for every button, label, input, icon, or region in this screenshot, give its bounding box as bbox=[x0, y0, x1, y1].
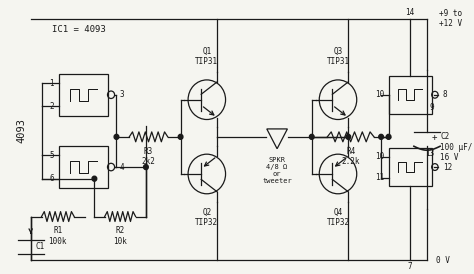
Text: R3
2k2: R3 2k2 bbox=[142, 147, 155, 166]
Circle shape bbox=[114, 134, 119, 139]
Text: 14: 14 bbox=[406, 8, 415, 16]
Circle shape bbox=[92, 176, 97, 181]
Text: C1: C1 bbox=[36, 242, 45, 251]
Text: 6: 6 bbox=[49, 174, 54, 183]
Circle shape bbox=[178, 134, 183, 139]
Text: 10: 10 bbox=[374, 90, 384, 99]
Circle shape bbox=[310, 134, 314, 139]
Text: 13: 13 bbox=[425, 149, 434, 158]
Text: C2
100 μF/
16 V: C2 100 μF/ 16 V bbox=[440, 132, 473, 162]
Text: R2
10k: R2 10k bbox=[113, 226, 127, 246]
Text: IC1 = 4093: IC1 = 4093 bbox=[52, 25, 106, 35]
Text: 0 V: 0 V bbox=[437, 256, 450, 265]
Text: Q2
TIP32: Q2 TIP32 bbox=[195, 208, 219, 227]
Text: R4
2.2k: R4 2.2k bbox=[341, 147, 360, 166]
Circle shape bbox=[346, 134, 351, 139]
Text: 11: 11 bbox=[374, 173, 384, 182]
Circle shape bbox=[386, 134, 391, 139]
Text: 10: 10 bbox=[374, 152, 384, 161]
Text: 4: 4 bbox=[119, 162, 124, 172]
Text: Q3
TIP31: Q3 TIP31 bbox=[327, 47, 349, 66]
Circle shape bbox=[379, 134, 383, 139]
Text: 2: 2 bbox=[49, 102, 54, 111]
Text: 4093: 4093 bbox=[16, 118, 27, 143]
Text: 3: 3 bbox=[119, 90, 124, 99]
Text: 9: 9 bbox=[430, 103, 434, 112]
Text: 1: 1 bbox=[49, 79, 54, 88]
Circle shape bbox=[144, 165, 148, 170]
Text: Q4
TIP32: Q4 TIP32 bbox=[327, 208, 349, 227]
Text: R1
100k: R1 100k bbox=[49, 226, 67, 246]
Text: 7: 7 bbox=[408, 262, 412, 271]
Text: 12: 12 bbox=[443, 162, 452, 172]
Text: +: + bbox=[432, 133, 442, 142]
Text: 8: 8 bbox=[443, 90, 447, 99]
Text: 5: 5 bbox=[49, 151, 54, 160]
Text: +9 to
+12 V: +9 to +12 V bbox=[439, 9, 462, 28]
Text: SPKR
4/8 Ω
or
tweeter: SPKR 4/8 Ω or tweeter bbox=[262, 157, 292, 184]
Text: Q1
TIP31: Q1 TIP31 bbox=[195, 47, 219, 66]
